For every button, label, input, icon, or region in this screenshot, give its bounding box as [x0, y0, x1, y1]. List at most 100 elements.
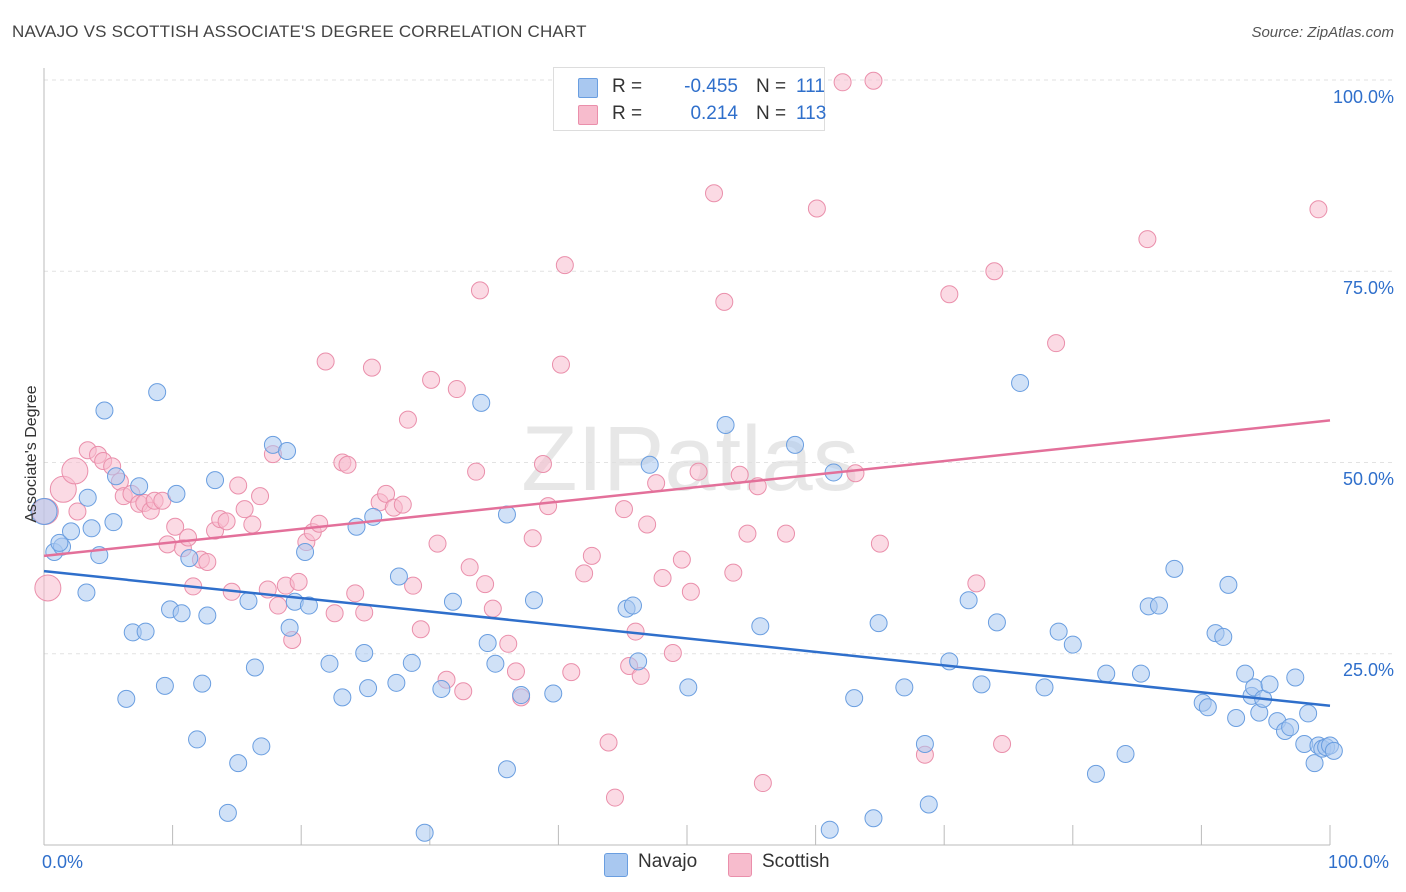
scottish-swatch	[728, 853, 752, 877]
navajo-point	[95, 401, 114, 420]
navajo-point	[107, 467, 126, 486]
navajo-point	[959, 591, 978, 610]
navajo-point	[1281, 718, 1300, 737]
scottish-point	[985, 262, 1004, 281]
navajo-point	[1227, 709, 1246, 728]
n-label: N =	[756, 76, 787, 97]
scottish-point	[605, 788, 624, 807]
scottish-point	[229, 476, 248, 495]
scottish-point	[325, 604, 344, 623]
scottish-point	[738, 524, 757, 543]
scottish-point	[338, 455, 357, 474]
navajo-point	[1286, 668, 1305, 687]
navajo-point	[1131, 664, 1150, 683]
scottish-point	[777, 524, 796, 543]
navajo-point	[786, 435, 805, 454]
scottish-point	[533, 455, 552, 474]
scottish-point	[34, 574, 62, 602]
scottish-swatch	[578, 105, 598, 125]
scottish-point	[1047, 334, 1066, 353]
navajo-point	[629, 652, 648, 671]
navajo-point	[180, 549, 199, 568]
scottish-point	[377, 484, 396, 503]
scottish-point	[705, 184, 724, 203]
scottish-point	[562, 663, 581, 682]
navajo-point	[239, 591, 258, 610]
navajo-point	[512, 686, 531, 705]
navajo-point	[355, 643, 374, 662]
y-axis-label: Associate's Degree	[23, 385, 40, 523]
scottish-point	[599, 733, 618, 752]
scottish-point	[428, 534, 447, 553]
r-value: 0.214	[690, 103, 738, 124]
scottish-point	[967, 574, 986, 593]
scottish-point	[506, 662, 525, 681]
navajo-point	[864, 809, 883, 828]
scottish-point	[243, 515, 262, 534]
navajo-point	[972, 675, 991, 694]
scottish-trend-line	[43, 419, 1331, 558]
y-tick-label: 25.0%	[1342, 660, 1394, 680]
scottish-point	[730, 465, 749, 484]
scottish-point	[470, 281, 489, 300]
scottish-point	[663, 643, 682, 662]
navajo-point	[1116, 744, 1135, 763]
navajo-point	[136, 622, 155, 641]
navajo-point	[751, 617, 770, 636]
scottish-point	[499, 634, 518, 653]
navajo-point	[252, 737, 271, 756]
navajo-point	[845, 689, 864, 708]
navajo-point	[117, 689, 136, 708]
navajo-point	[1305, 754, 1324, 773]
navajo-point	[472, 393, 491, 412]
navajo-point	[389, 567, 408, 586]
navajo-point	[299, 596, 318, 615]
scottish-point	[61, 457, 89, 485]
scottish-point	[393, 495, 412, 514]
navajo-point	[1086, 764, 1105, 783]
navajo-point	[1236, 664, 1255, 683]
scottish-points	[31, 71, 1328, 807]
legend-label: Navajo	[638, 851, 698, 872]
navajo-point	[820, 820, 839, 839]
navajo-swatch	[604, 853, 628, 877]
navajo-point	[544, 684, 563, 703]
scottish-point	[539, 497, 558, 516]
navajo-point	[218, 803, 237, 822]
navajo-point	[229, 754, 248, 773]
x-tick-label: 0.0%	[42, 852, 84, 872]
trend-lines	[43, 419, 1331, 708]
navajo-point	[1219, 575, 1238, 594]
y-tick-label: 100.0%	[1332, 87, 1394, 107]
navajo-point	[50, 533, 69, 552]
navajo-point	[679, 678, 698, 697]
r-label: R =	[612, 76, 643, 97]
scottish-point	[870, 534, 889, 553]
watermark: ZIPatlas	[521, 408, 858, 510]
scottish-point	[993, 735, 1012, 754]
navajo-point	[1165, 559, 1184, 578]
navajo-point	[919, 795, 938, 814]
source-label: Source: ZipAtlas.com	[1251, 24, 1394, 41]
navajo-point	[387, 673, 406, 692]
scottish-point	[447, 380, 466, 399]
scottish-point	[523, 529, 542, 548]
navajo-point	[1049, 622, 1068, 641]
scottish-point	[681, 582, 700, 601]
navajo-point	[497, 760, 516, 779]
scottish-point	[346, 584, 365, 603]
navajo-point	[245, 658, 264, 677]
scottish-point	[1138, 230, 1157, 249]
scottish-point	[483, 599, 502, 618]
navajo-point	[82, 519, 101, 538]
navajo-point	[895, 678, 914, 697]
navajo-point	[1299, 704, 1318, 723]
scottish-point	[753, 774, 772, 793]
navajo-point	[188, 730, 207, 749]
navajo-points	[30, 373, 1343, 842]
scottish-point	[179, 528, 198, 547]
navajo-point	[347, 517, 366, 536]
scottish-point	[807, 199, 826, 218]
legend-label: Scottish	[762, 851, 830, 872]
